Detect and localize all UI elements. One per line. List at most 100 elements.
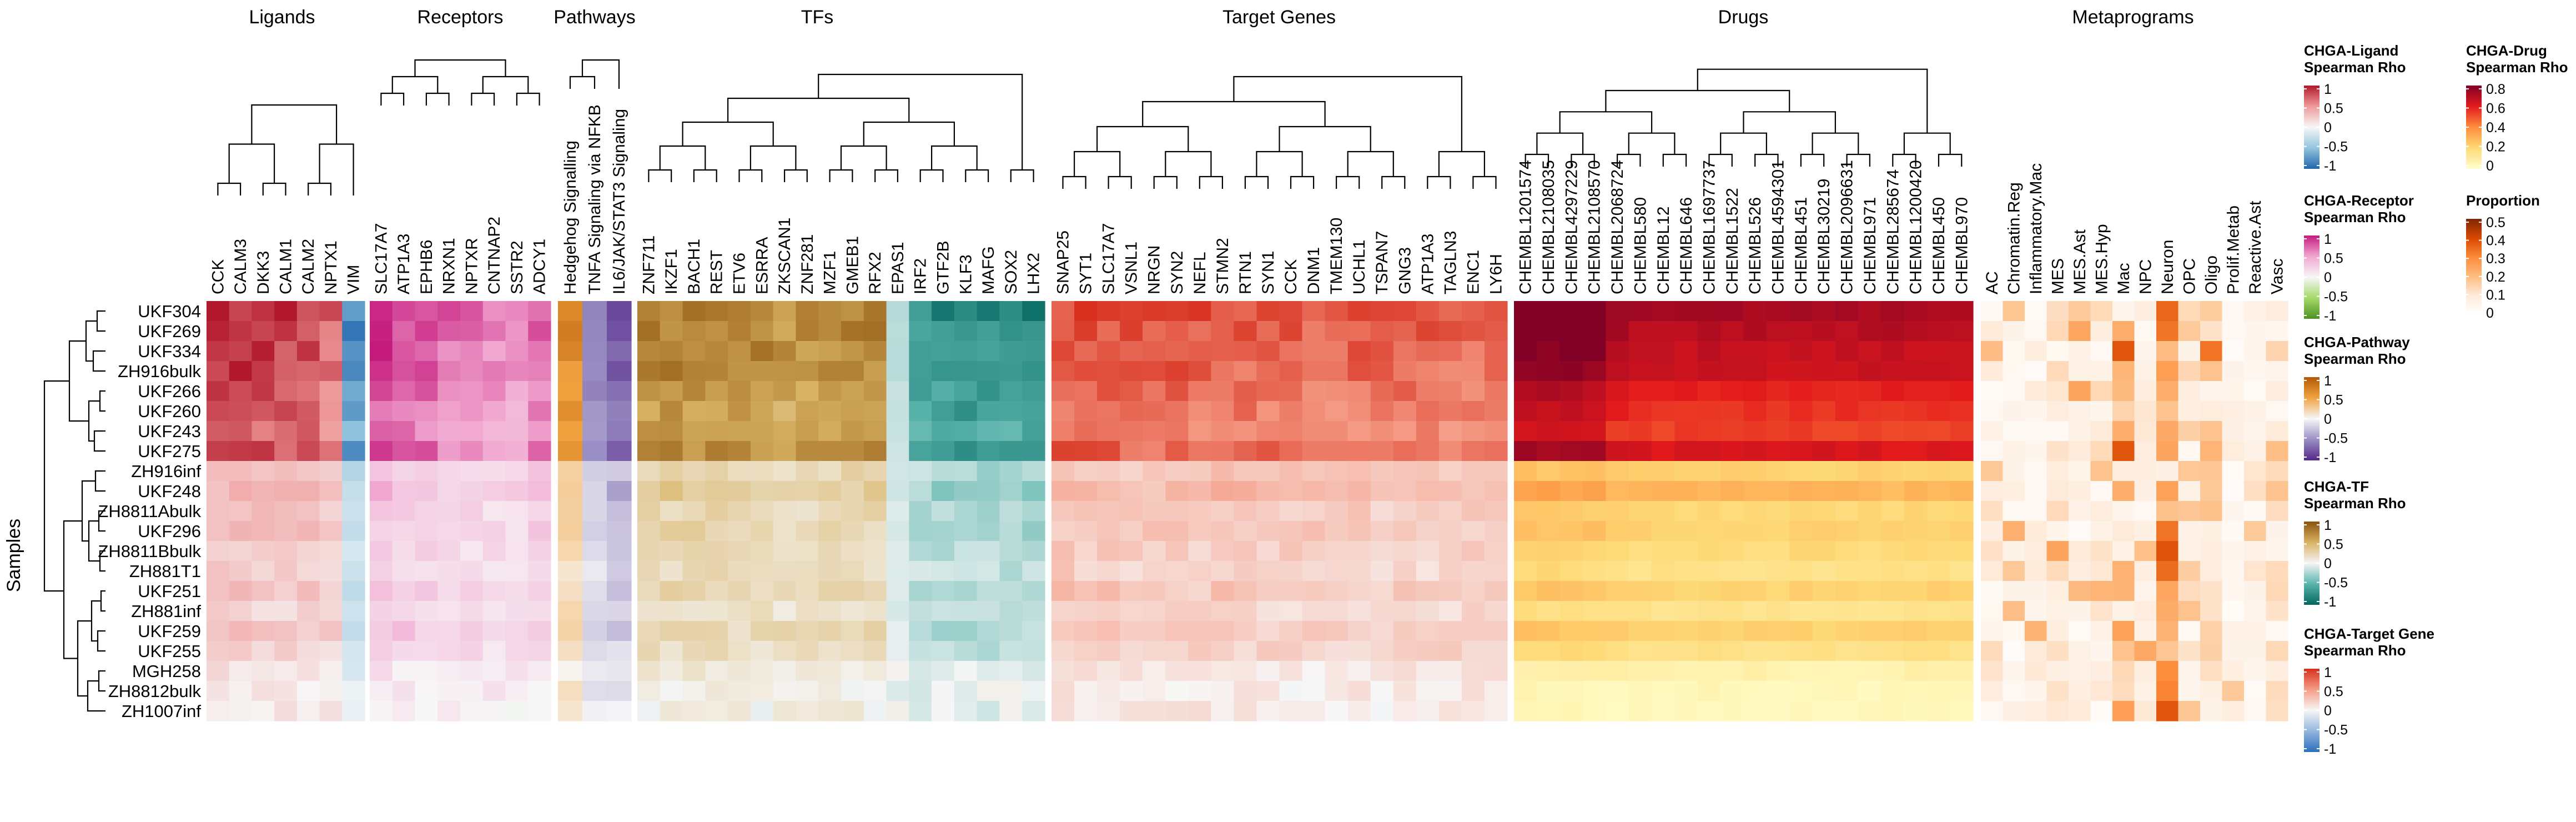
column-dendrogram-branch (919, 169, 944, 182)
heatmap-cell (1514, 541, 1537, 562)
heatmap-cell (818, 661, 842, 681)
heatmap-cell (1858, 601, 1882, 621)
heatmap-cell (1583, 301, 1606, 322)
heatmap-cell (1720, 661, 1744, 681)
heatmap-cell (1211, 401, 1234, 422)
heatmap-cell (863, 581, 887, 602)
heatmap-cell (750, 441, 774, 462)
heatmap-cell (528, 661, 551, 681)
heatmap-cell (2090, 461, 2113, 482)
column-dendrogram-branch (391, 76, 439, 93)
heatmap-cell (999, 481, 1023, 502)
heatmap-cell (999, 421, 1023, 442)
heatmap-cell (415, 701, 438, 721)
heatmap-cell (1256, 601, 1280, 621)
column-label: OPC (2180, 258, 2198, 294)
heatmap-cell (1583, 381, 1606, 402)
heatmap-cell (1559, 541, 1583, 562)
heatmap-cell (1461, 421, 1485, 442)
heatmap-cell (999, 681, 1023, 701)
column-label: CHEMBL970 (1953, 197, 1971, 294)
column-label: Hedgehog Signalling (561, 141, 580, 294)
heatmap-cell (415, 321, 438, 342)
heatmap-cell (682, 621, 706, 641)
heatmap-cell (505, 541, 529, 562)
heatmap-cell (1514, 341, 1537, 362)
heatmap-cell (1211, 481, 1234, 502)
heatmap-cell (863, 481, 887, 502)
column-label: CHEMBL2068724 (1608, 160, 1627, 294)
heatmap-cell (2134, 541, 2157, 562)
heatmap-cell (2090, 541, 2113, 562)
heatmap-cell (582, 381, 607, 402)
heatmap-cell (1234, 421, 1257, 442)
heatmap-cell (207, 461, 230, 482)
heatmap-cell (1438, 401, 1462, 422)
heatmap-cell (1812, 621, 1836, 641)
heatmap-cell (207, 401, 230, 422)
heatmap-cell (637, 401, 661, 422)
heatmap-cell (705, 421, 728, 442)
heatmap-cell (1120, 661, 1143, 681)
heatmap-cell (637, 341, 661, 362)
heatmap-cell (1950, 521, 1974, 542)
heatmap-cell (2156, 441, 2179, 462)
heatmap-cell (296, 701, 320, 721)
column-label: SYN1 (1259, 251, 1277, 294)
heatmap-cell (1188, 541, 1211, 562)
heatmap-cell (1583, 321, 1606, 342)
heatmap-cell (1022, 541, 1045, 562)
heatmap-cell (1674, 381, 1698, 402)
heatmap-cell (932, 501, 955, 522)
column-label: CCK (209, 259, 227, 294)
heatmap-cell (1074, 441, 1098, 462)
heatmap-cell (1051, 601, 1075, 621)
heatmap-cell (1583, 541, 1606, 562)
heatmap-cell (660, 301, 683, 322)
heatmap-cell (1537, 581, 1561, 602)
heatmap-cell (1188, 661, 1211, 681)
heatmap-cell (251, 341, 275, 362)
heatmap-cell (2178, 321, 2201, 342)
heatmap-cell (505, 321, 529, 342)
heatmap-cell (886, 381, 909, 402)
heatmap-cell (2244, 601, 2267, 621)
heatmap-cell (1606, 601, 1629, 621)
heatmap-cell (1325, 501, 1349, 522)
heatmap-cell (1120, 581, 1143, 602)
heatmap-cell (954, 561, 978, 582)
heatmap-cell (1858, 521, 1882, 542)
heatmap-cell (1904, 381, 1928, 402)
heatmap-cell (319, 541, 343, 562)
heatmap-cell (999, 701, 1023, 721)
heatmap-cell (637, 621, 661, 641)
row-dendrogram-branch (93, 430, 105, 452)
heatmap-cell (1835, 601, 1859, 621)
heatmap-cell (251, 521, 275, 542)
heatmap-cell (886, 581, 909, 602)
heatmap-cell (818, 301, 842, 322)
column-label: CHEMBL1201574 (1517, 160, 1535, 294)
heatmap-cell (977, 581, 1000, 602)
heatmap-cell (863, 541, 887, 562)
heatmap-cell (1858, 381, 1882, 402)
heatmap-cell (1347, 461, 1371, 482)
heatmap-cell (1484, 381, 1508, 402)
heatmap-cell (909, 401, 932, 422)
heatmap-cell (2266, 301, 2288, 322)
heatmap-cell (818, 701, 842, 721)
heatmap-cell (1743, 341, 1767, 362)
heatmap-cell (796, 701, 819, 721)
heatmap-cell (1120, 561, 1143, 582)
row-label: ZH916inf (131, 462, 201, 481)
heatmap-cell (1325, 441, 1349, 462)
heatmap-cell (1393, 461, 1417, 482)
heatmap-cell (1438, 601, 1462, 621)
heatmap-cell (415, 601, 438, 621)
heatmap-cell (1393, 541, 1417, 562)
heatmap-cell (1022, 661, 1045, 681)
column-label: ETV6 (731, 253, 749, 294)
heatmap-cell (207, 661, 230, 681)
heatmap-cell (2090, 441, 2113, 462)
